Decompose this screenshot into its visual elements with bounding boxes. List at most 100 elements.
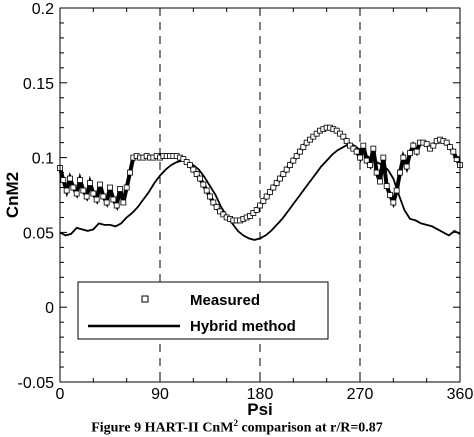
- measured-marker: [90, 190, 97, 197]
- x-axis-ticks: 0 90 180 270 360: [56, 8, 474, 403]
- measured-marker: [333, 127, 340, 134]
- measured-marker: [370, 145, 377, 152]
- measured-marker: [450, 148, 457, 155]
- y-axis-title: CnM2: [3, 172, 22, 218]
- measured-marker: [310, 133, 317, 140]
- y-axis-ticks: -0.05 0 0.05 0.1 0.15 0.2: [18, 1, 460, 392]
- measured-marker: [303, 139, 310, 146]
- measured-marker: [273, 180, 280, 186]
- measured-marker: [367, 162, 373, 168]
- measured-marker: [270, 184, 277, 191]
- legend-hybrid-label: Hybrid method: [190, 318, 296, 335]
- measured-marker: [300, 144, 307, 151]
- measured-marker: [413, 148, 420, 155]
- measured-marker: [107, 184, 113, 191]
- measured-marker: [190, 166, 197, 173]
- measured-marker: [103, 199, 110, 206]
- measured-marker: [357, 154, 363, 161]
- measured-marker: [250, 210, 257, 216]
- series-hybrid: [59, 143, 461, 241]
- measured-marker: [380, 154, 387, 161]
- measured-marker: [307, 136, 313, 143]
- measured-marker: [97, 181, 103, 188]
- measured-marker: [63, 187, 70, 194]
- measured-marker: [67, 175, 73, 182]
- measured-marker: [123, 184, 130, 191]
- measured-marker: [340, 133, 347, 140]
- y-tick-label-0.05: 0.05: [23, 225, 54, 242]
- measured-marker: [277, 175, 283, 182]
- measured-marker: [253, 207, 260, 213]
- measured-marker: [353, 148, 360, 155]
- caption-superscript: 2: [233, 418, 238, 428]
- x-tick-label-0: 0: [56, 386, 65, 403]
- hybrid-method-line: [59, 143, 461, 241]
- caption-text: Figure 9 HART-II CnM: [91, 420, 234, 436]
- measured-marker: [297, 148, 303, 155]
- measured-marker: [373, 169, 380, 176]
- x-tick-label-180: 180: [247, 386, 274, 403]
- x-tick-label-360: 360: [447, 386, 474, 403]
- x-tick-label-270: 270: [347, 386, 374, 403]
- measured-marker: [393, 187, 400, 194]
- legend: Measured Hybrid method: [77, 281, 329, 340]
- measured-marker: [183, 159, 190, 165]
- measured-marker: [210, 199, 217, 206]
- legend-measured-label: Measured: [190, 292, 260, 309]
- measured-marker: [207, 193, 213, 200]
- measured-marker: [83, 193, 90, 200]
- x-tick-label-90: 90: [151, 386, 169, 403]
- legend-measured-marker: [141, 295, 149, 303]
- measured-marker: [360, 142, 367, 149]
- measured-marker: [200, 181, 207, 188]
- measured-marker: [287, 162, 293, 168]
- y-tick-label--0.05: -0.05: [18, 375, 55, 392]
- y-tick-label-0: 0: [45, 300, 54, 317]
- measured-marker: [410, 142, 417, 149]
- measured-marker: [93, 196, 100, 203]
- measured-marker: [100, 193, 107, 200]
- measured-marker: [267, 189, 273, 195]
- y-tick-label-0.2: 0.2: [32, 1, 54, 18]
- measured-marker: [293, 153, 300, 160]
- x-axis-title: Psi: [247, 400, 273, 419]
- measured-marker: [430, 142, 437, 149]
- measured-marker: [77, 177, 83, 183]
- measured-marker: [73, 190, 80, 197]
- measured-marker: [407, 150, 413, 157]
- measured-marker: [247, 213, 253, 219]
- measured-marker: [80, 187, 87, 194]
- measured-marker: [403, 163, 410, 170]
- measured-marker: [343, 138, 350, 145]
- measured-marker: [110, 196, 117, 203]
- measured-marker: [260, 198, 267, 204]
- measured-marker: [347, 142, 353, 149]
- measured-marker: [187, 162, 193, 168]
- measured-marker: [220, 211, 227, 218]
- measured-marker: [423, 141, 430, 148]
- measured-marker: [280, 171, 287, 177]
- measured-marker: [390, 199, 397, 206]
- measured-marker: [127, 169, 133, 176]
- measured-marker: [203, 187, 210, 194]
- measured-marker: [443, 139, 450, 146]
- measured-marker: [217, 208, 223, 215]
- y-tick-label-0.1: 0.1: [32, 151, 54, 168]
- y-tick-label-0.15: 0.15: [23, 76, 54, 93]
- measured-marker: [70, 184, 77, 191]
- measured-marker: [117, 186, 123, 192]
- measured-marker: [427, 145, 433, 152]
- measured-marker: [397, 169, 403, 176]
- measured-marker: [283, 166, 290, 173]
- measured-marker: [193, 171, 200, 177]
- legend-box: [77, 281, 329, 340]
- measured-marker: [213, 204, 220, 210]
- measured-marker: [383, 183, 390, 189]
- measured-marker: [113, 202, 120, 209]
- measured-marker: [257, 202, 263, 209]
- measured-marker: [197, 175, 203, 182]
- measured-marker: [313, 130, 320, 137]
- measured-marker: [377, 178, 383, 185]
- figure-caption: Figure 9 HART-II CnM2 comparison at r/R=…: [0, 418, 474, 437]
